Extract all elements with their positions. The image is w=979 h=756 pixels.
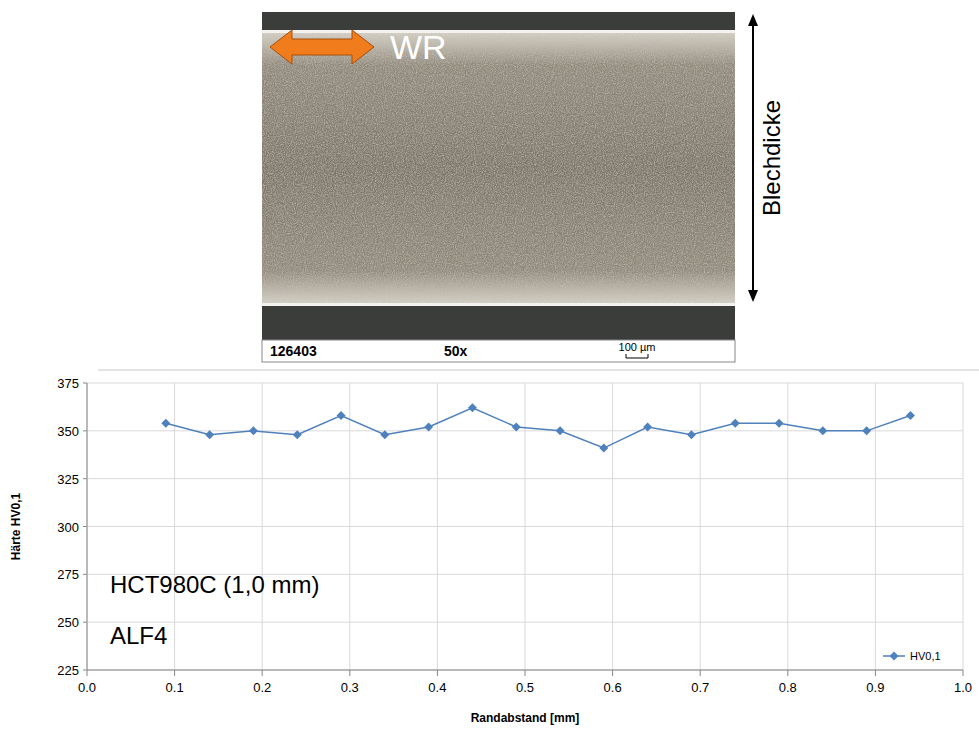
legend: HV0,1 — [883, 650, 941, 662]
y-tick-label: 250 — [57, 615, 79, 630]
x-tick-label: 0.9 — [866, 680, 884, 695]
steel-section — [262, 33, 735, 303]
x-tick-label: 0.8 — [779, 680, 797, 695]
sample-id: 126403 — [270, 343, 317, 359]
axes: 225 250 275 300 325 350 375 0.0 0.1 0.2 0.3 0.4 0.5 0… — [57, 376, 972, 695]
x-tick — [262, 670, 263, 676]
annotation: HCT980C (1,0 mm) — [110, 571, 319, 598]
x-tick-label: 1.0 — [954, 680, 972, 695]
y-tick — [83, 526, 87, 527]
x-tick-label: 0.1 — [166, 680, 184, 695]
embedding-bottom — [262, 306, 735, 340]
series-line — [166, 408, 911, 448]
y-tick-label: 350 — [57, 424, 79, 439]
data-point — [731, 419, 740, 428]
y-axis — [87, 383, 88, 670]
x-tick-label: 0.2 — [253, 680, 271, 695]
x-tick — [525, 670, 526, 676]
data-point — [862, 426, 871, 435]
x-tick — [787, 670, 788, 676]
data-point — [205, 430, 214, 439]
y-tick — [83, 670, 87, 671]
x-tick-label: 0.6 — [604, 680, 622, 695]
x-grid — [437, 383, 438, 670]
x-tick — [174, 670, 175, 676]
x-tick — [437, 670, 438, 676]
x-grid — [700, 383, 701, 670]
arrow-head — [748, 14, 758, 26]
plot-area — [161, 403, 915, 452]
scale-bar — [626, 354, 648, 358]
x-tick — [700, 670, 701, 676]
legend-marker — [890, 652, 899, 661]
steel-grain — [262, 33, 735, 303]
y-tick-label: 325 — [57, 472, 79, 487]
x-grid — [612, 383, 613, 670]
data-point — [249, 426, 258, 435]
x-grid — [262, 383, 263, 670]
y-tick-label: 275 — [57, 567, 79, 582]
x-grid — [525, 383, 526, 670]
y-tick-label: 375 — [57, 376, 79, 391]
data-point — [643, 423, 652, 432]
y-tick-label: 300 — [57, 520, 79, 535]
data-point — [424, 423, 433, 432]
x-grid — [349, 383, 350, 670]
x-axis — [87, 670, 963, 671]
micrograph: 126403 50x 100 µm WR — [262, 12, 735, 362]
x-tick — [612, 670, 613, 676]
y-tick — [83, 383, 87, 384]
data-point — [818, 426, 827, 435]
x-tick — [87, 670, 88, 676]
direction-arrow — [270, 30, 374, 64]
surface-top — [262, 30, 735, 33]
embedding-top — [262, 12, 735, 30]
y-tick — [83, 478, 87, 479]
y-tick — [83, 622, 87, 623]
x-tick-label: 0.0 — [78, 680, 96, 695]
annotation: ALF4 — [110, 622, 167, 649]
magnification: 50x — [444, 343, 468, 359]
data-point — [512, 423, 521, 432]
x-tick-label: 0.7 — [691, 680, 709, 695]
x-tick — [349, 670, 350, 676]
data-point — [906, 411, 915, 420]
data-point — [380, 430, 389, 439]
y-axis-title: Härte HV0,1 — [9, 492, 23, 560]
y-tick-label: 225 — [57, 663, 79, 678]
arrow-head — [748, 290, 758, 302]
x-axis-title: Randabstand [mm] — [471, 711, 580, 725]
x-tick-label: 0.5 — [516, 680, 534, 695]
thickness-arrow — [752, 24, 754, 292]
data-point — [337, 411, 346, 420]
x-tick — [875, 670, 876, 676]
data-point — [468, 403, 477, 412]
x-grid — [963, 383, 964, 670]
scale-bar-label: 100 µm — [619, 341, 656, 353]
data-point — [599, 444, 608, 453]
x-tick-label: 0.4 — [428, 680, 446, 695]
legend-label: HV0,1 — [910, 650, 941, 662]
data-point — [687, 430, 696, 439]
x-grid — [787, 383, 788, 670]
thickness-label: Blechdicke — [758, 100, 785, 216]
x-grid — [875, 383, 876, 670]
data-point — [293, 430, 302, 439]
direction-label: WR — [390, 28, 447, 66]
data-point — [556, 426, 565, 435]
x-grid — [87, 383, 88, 670]
info-bar — [262, 340, 735, 362]
chart-frame-top — [98, 370, 979, 371]
page: 126403 50x 100 µm WR Blechdicke 225 250 275 300 3… — [0, 0, 979, 756]
data-point — [161, 419, 170, 428]
x-tick-label: 0.3 — [341, 680, 359, 695]
x-tick — [963, 670, 964, 676]
surface-bottom — [262, 303, 735, 306]
y-grid — [87, 670, 963, 671]
y-tick — [83, 574, 87, 575]
data-point — [775, 419, 784, 428]
y-tick — [83, 430, 87, 431]
